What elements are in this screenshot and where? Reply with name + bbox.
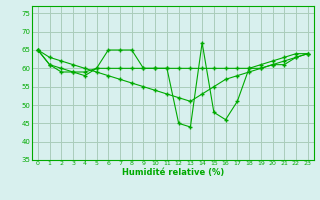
X-axis label: Humidité relative (%): Humidité relative (%) — [122, 168, 224, 177]
